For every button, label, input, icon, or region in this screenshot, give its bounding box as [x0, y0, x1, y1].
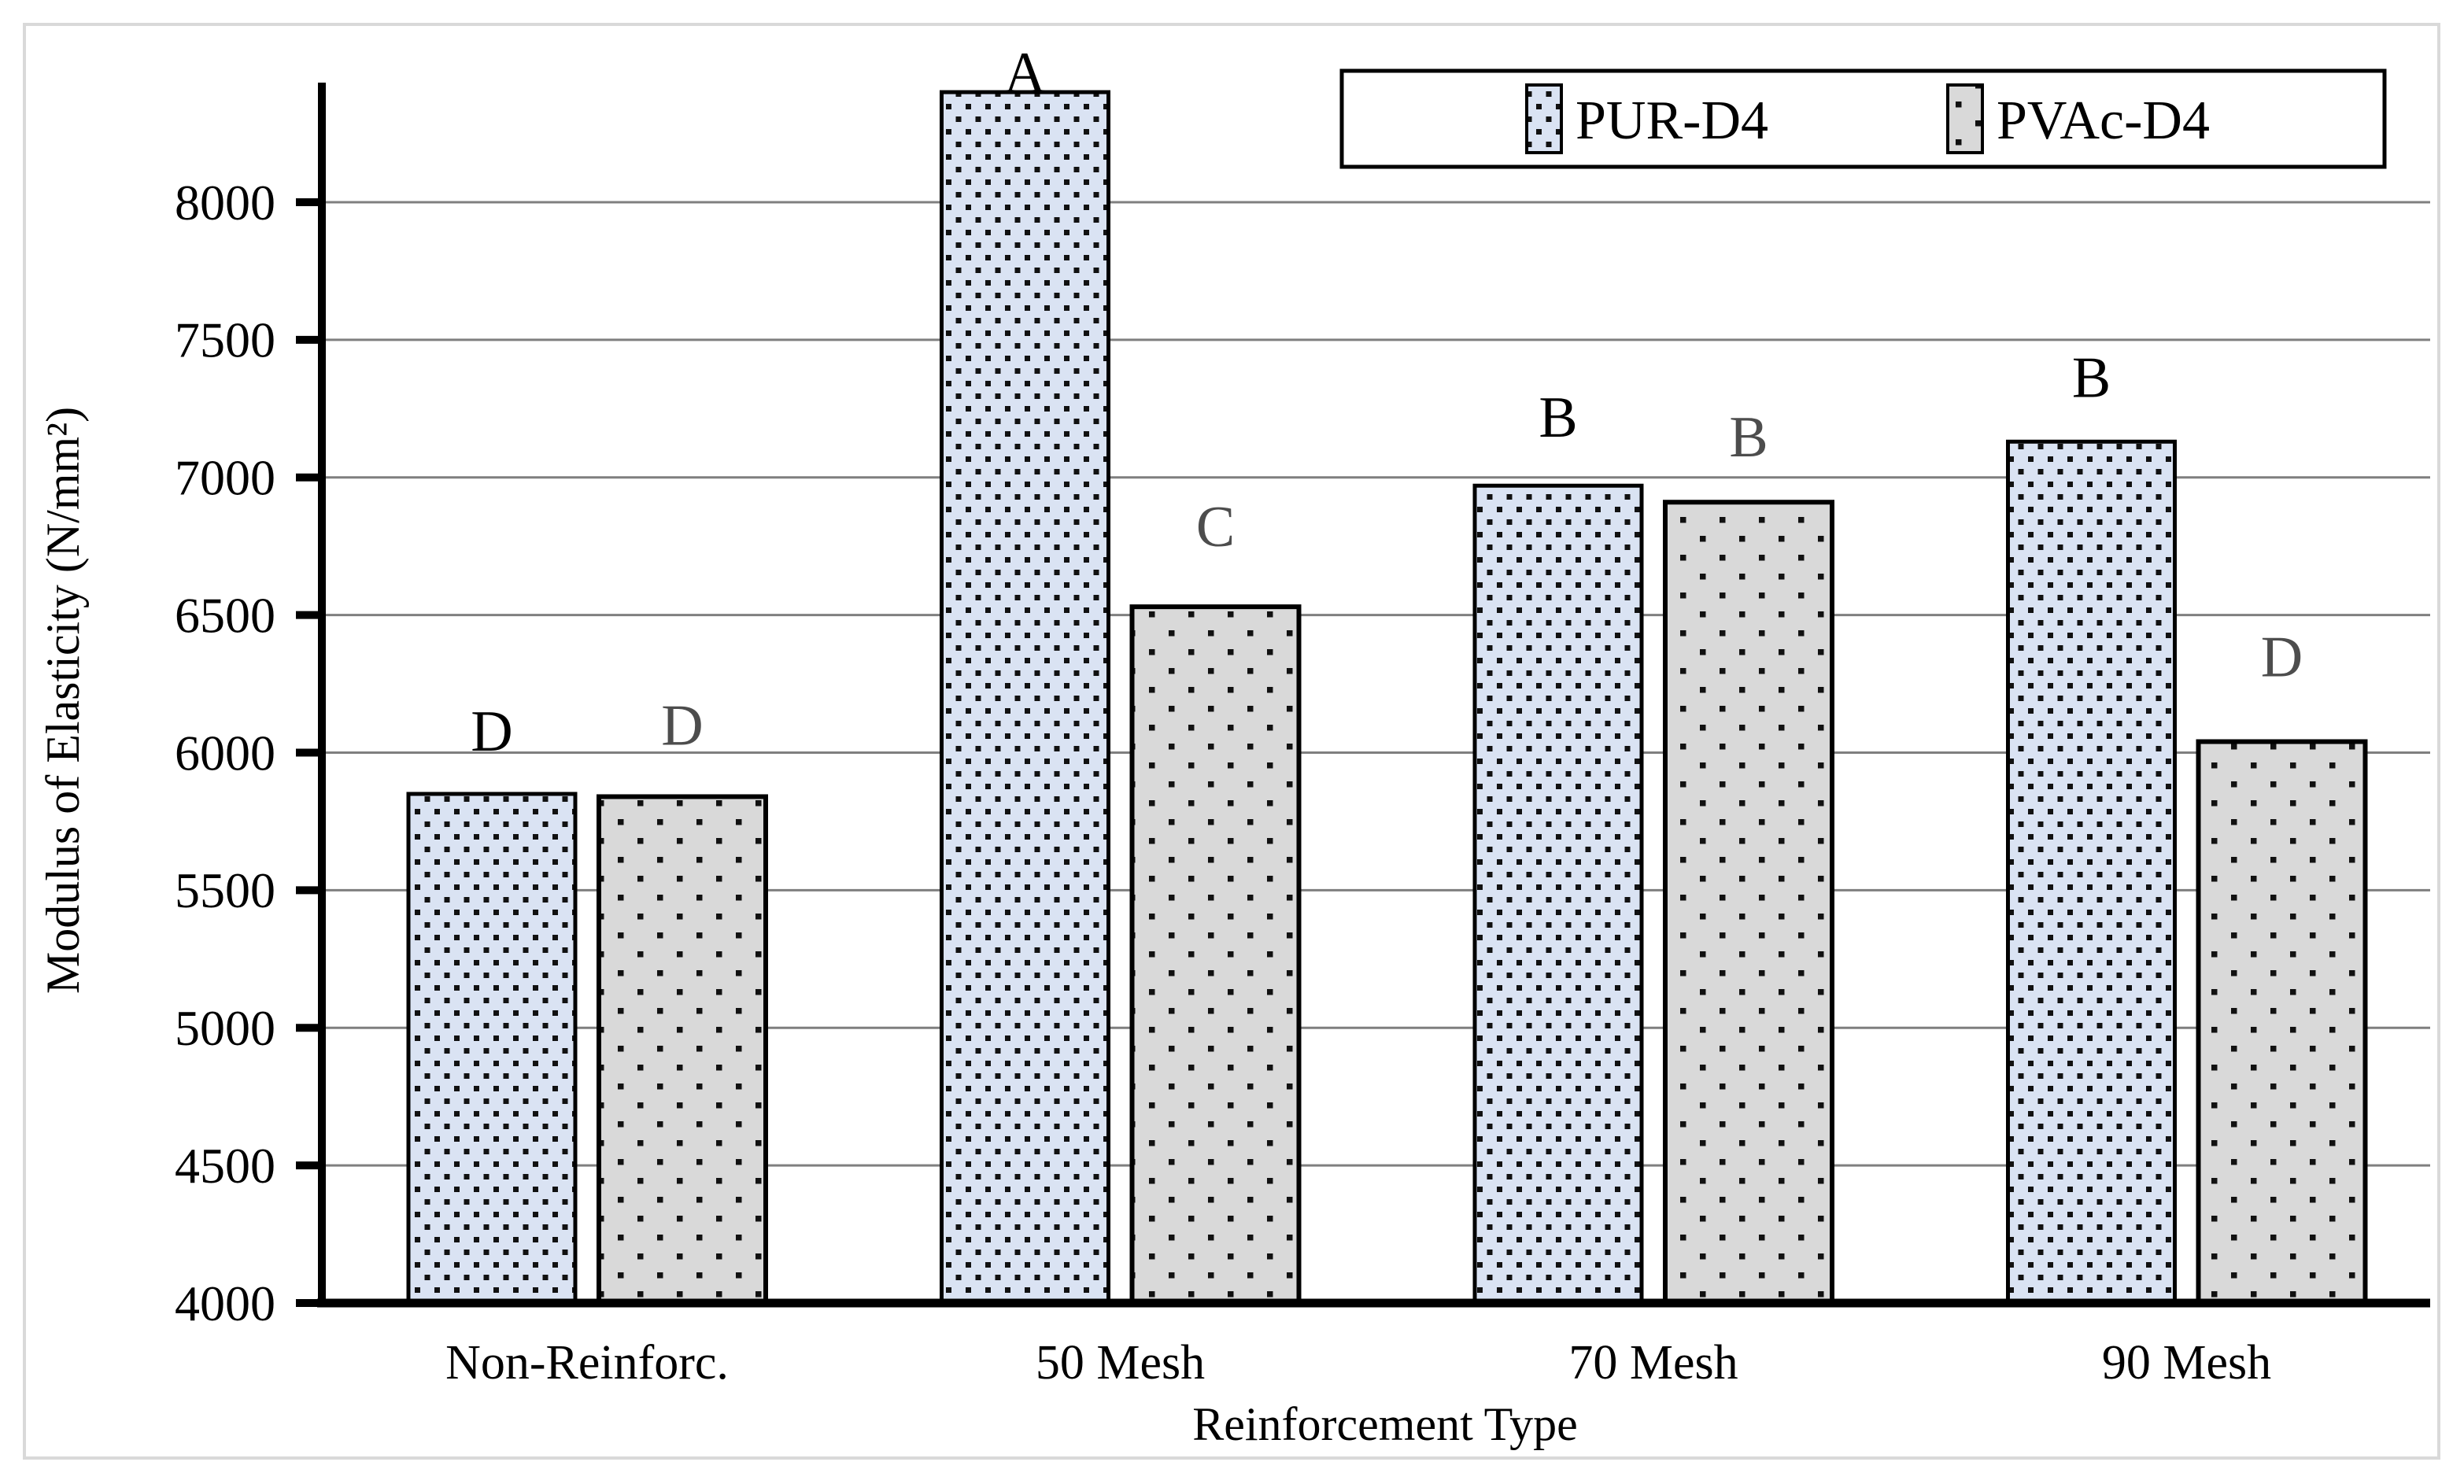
- y-tick-label: 6000: [175, 725, 275, 781]
- x-category-label-70-mesh: 70 Mesh: [1568, 1336, 1738, 1390]
- significance-letter: D: [471, 700, 512, 764]
- significance-letter: B: [2072, 345, 2111, 410]
- y-axis-title: Modulus of Elasticity (N/mm²): [37, 407, 89, 994]
- y-tick-label: 8000: [175, 175, 275, 231]
- significance-letter: D: [2261, 626, 2303, 690]
- y-tick-label: 6500: [175, 587, 275, 643]
- bar-pvac-d4-70-mesh: [1663, 500, 1834, 1305]
- significance-letter: C: [1196, 495, 1235, 559]
- significance-letter: D: [661, 693, 703, 758]
- bar-pvac-d4-non-reinforc-: [597, 794, 768, 1305]
- y-tick-label: 7500: [175, 312, 275, 368]
- bar-pvac-d4-50-mesh: [1129, 604, 1302, 1305]
- legend-swatch-pvac-d4: [1946, 83, 1984, 154]
- x-category-label-90-mesh: 90 Mesh: [2102, 1336, 2271, 1390]
- legend-label-pvac-d4: PVAc-D4: [1997, 90, 2210, 151]
- figure-border: [23, 23, 2440, 1460]
- y-tick-label: 5500: [175, 862, 275, 918]
- bar-pur-d4-70-mesh: [1472, 483, 1644, 1305]
- legend-swatch-pur-d4: [1525, 83, 1563, 154]
- bar-pur-d4-non-reinforc-: [406, 792, 578, 1305]
- bar-pur-d4-90-mesh: [2006, 439, 2177, 1305]
- bar-pur-d4-50-mesh: [940, 90, 1110, 1305]
- y-tick-label: 4500: [175, 1138, 275, 1194]
- legend-label-pur-d4: PUR-D4: [1576, 90, 1768, 151]
- significance-letter: A: [1004, 41, 1046, 105]
- significance-letter: B: [1539, 386, 1577, 450]
- x-axis-title: Reinforcement Type: [1192, 1398, 1578, 1450]
- y-tick-label: 7000: [175, 450, 275, 506]
- x-category-label-non-reinforc-: Non-Reinforc.: [445, 1336, 729, 1390]
- bar-pvac-d4-90-mesh: [2196, 739, 2368, 1305]
- legend-box: [1339, 68, 2387, 169]
- x-category-label-50-mesh: 50 Mesh: [1036, 1336, 1205, 1390]
- y-tick-label: 4000: [175, 1275, 275, 1331]
- significance-letter: B: [1729, 405, 1768, 470]
- y-tick-label: 5000: [175, 1000, 275, 1056]
